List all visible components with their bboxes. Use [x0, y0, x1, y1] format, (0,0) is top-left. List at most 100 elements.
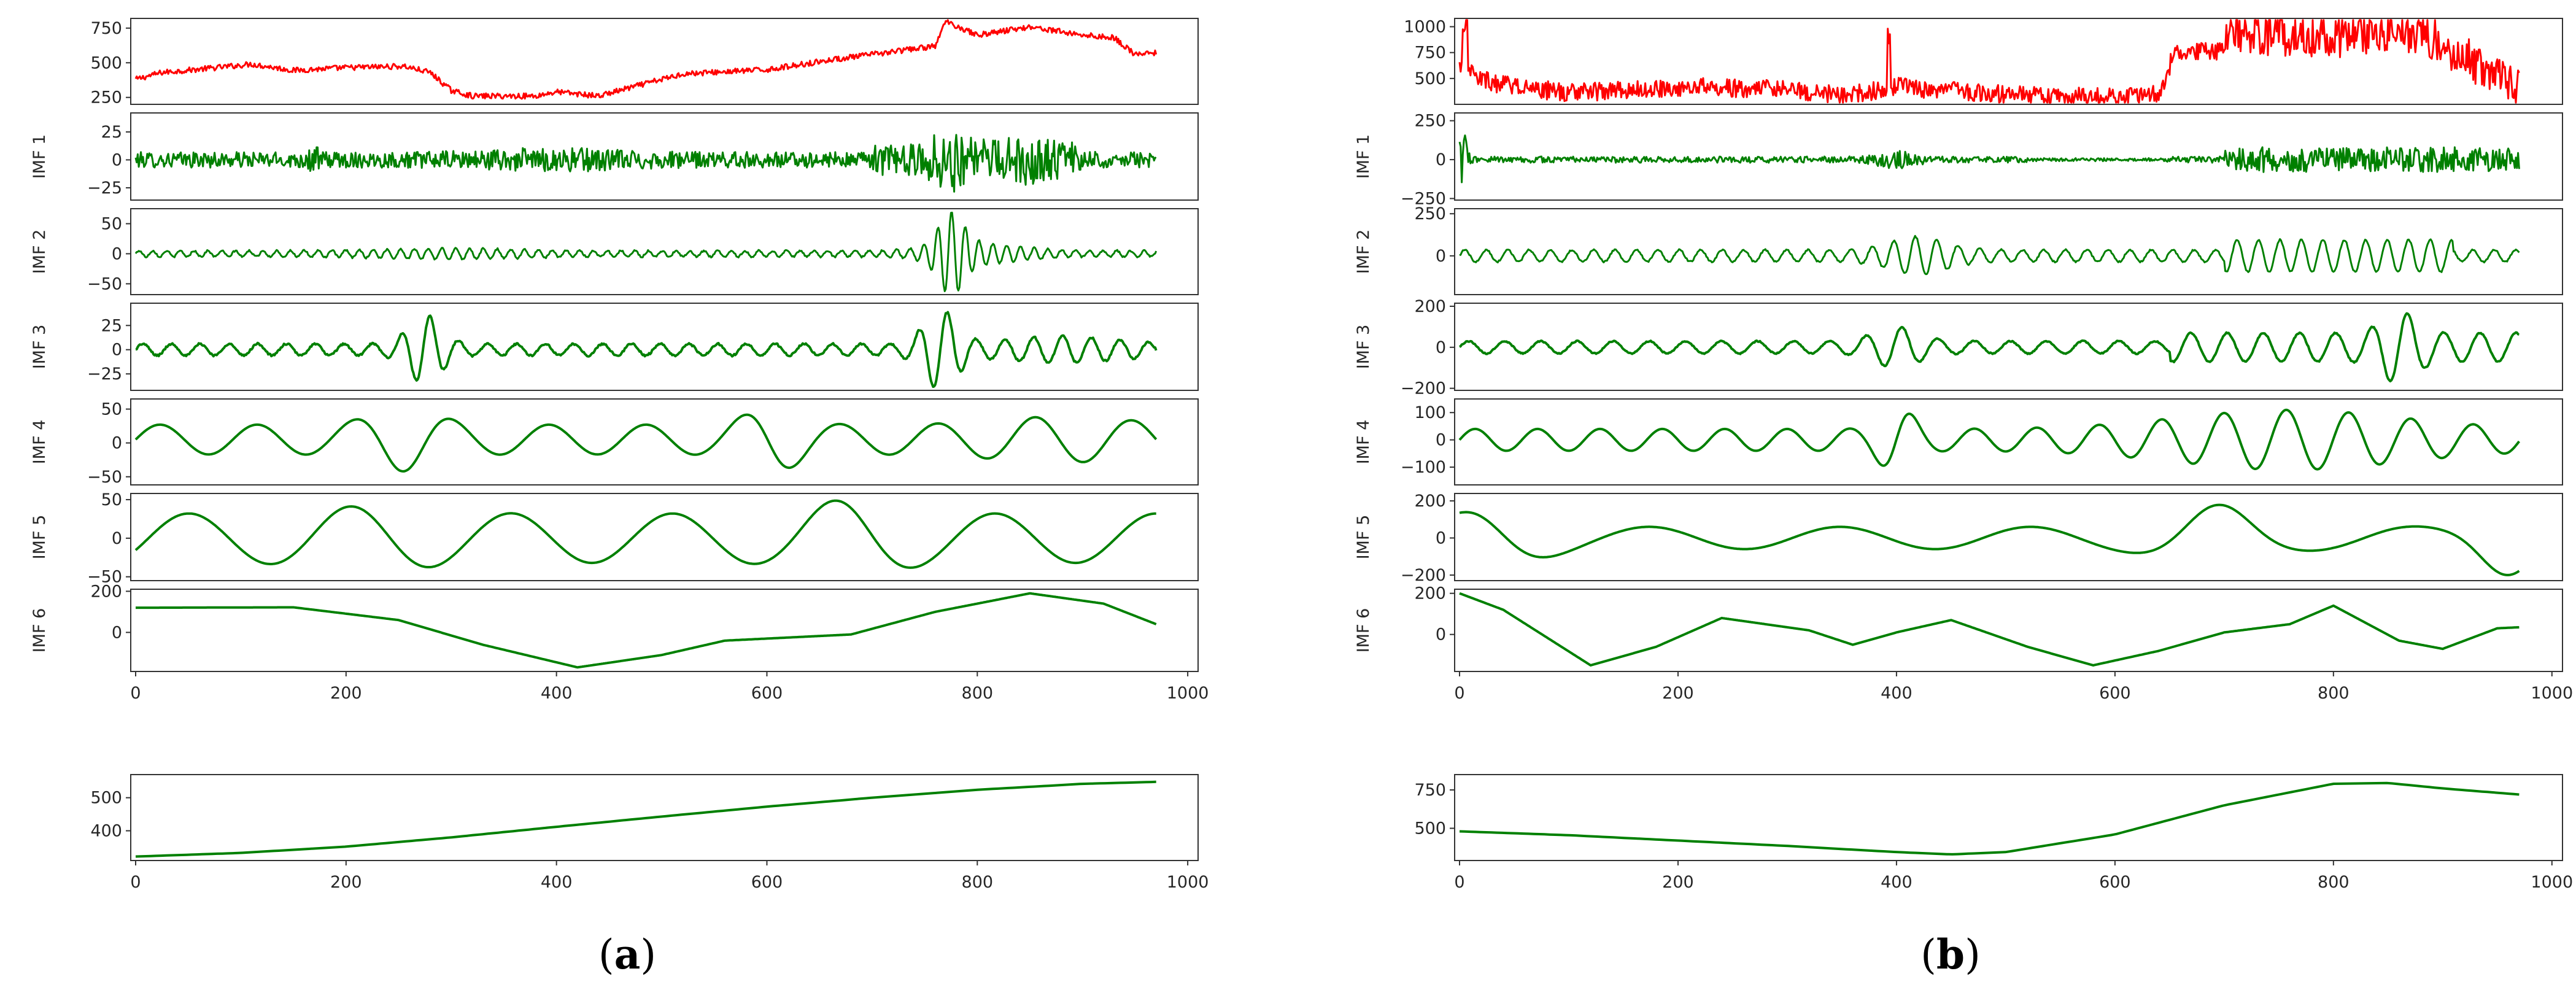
axes-frame	[130, 774, 1199, 861]
y-tick-label: 0	[1436, 150, 1446, 169]
imf-series-line	[1459, 312, 2520, 382]
y-tick-label: −25	[87, 365, 122, 384]
imf-series-line	[1458, 408, 2520, 471]
y-axis-label: IMF 3	[1354, 325, 1373, 369]
imf-series-line	[1458, 134, 2520, 184]
y-tick-label: 750	[1414, 44, 1446, 63]
y-tick-label: 0	[112, 623, 122, 642]
caption-a: (a)	[598, 930, 656, 978]
x-tick-label: 600	[2099, 873, 2131, 892]
y-tick-label: 0	[112, 434, 122, 453]
y-axis-label: IMF 2	[30, 230, 49, 274]
axes-frame	[130, 208, 1199, 295]
y-tick-label: 200	[1414, 584, 1446, 603]
x-tick-label: 400	[1881, 873, 1913, 892]
x-tick-label: 200	[330, 684, 362, 703]
y-tick-label: 250	[1414, 204, 1446, 223]
panel-residual: 500 750 0 200 400 600 800 1000	[1414, 774, 2573, 892]
axes-frame	[1454, 493, 2563, 581]
y-axis-label: IMF 6	[30, 608, 49, 653]
y-axis-label: IMF 5	[1354, 515, 1373, 560]
y-axis-label: IMF 6	[1354, 608, 1373, 653]
y-axis-label: IMF 2	[1354, 230, 1373, 274]
y-tick-label: 400	[90, 822, 122, 841]
axes-frame	[1454, 112, 2563, 201]
x-tick-label: 400	[541, 873, 573, 892]
y-tick-label: 25	[101, 316, 122, 335]
y-tick-label: −250	[1401, 189, 1446, 208]
y-tick-label: 0	[112, 341, 122, 360]
axes-frame	[130, 398, 1199, 485]
x-tick-label: 400	[541, 684, 573, 703]
caption-b: (b)	[1920, 930, 1981, 978]
x-tick-label: 800	[962, 873, 994, 892]
y-tick-label: 500	[1414, 69, 1446, 88]
x-tick-label: 0	[1454, 873, 1464, 892]
panel-imf-6: 0 200 IMF 6 0 200 400 600 800 1000	[30, 582, 1209, 703]
axes-frame	[1454, 18, 2563, 105]
imf-series-line	[134, 413, 1158, 473]
y-tick-label: 200	[90, 582, 122, 601]
y-axis-label: IMF 1	[1354, 134, 1373, 179]
y-tick-label: −25	[87, 179, 122, 198]
y-tick-label: −200	[1401, 566, 1446, 585]
panel-signal: 250 500 750	[90, 18, 1199, 107]
y-tick-label: 0	[1436, 625, 1446, 644]
x-tick-label: 600	[2099, 684, 2131, 703]
imf-series-line	[135, 592, 1157, 669]
x-tick-label: 800	[2318, 873, 2350, 892]
x-tick-label: 1000	[2531, 684, 2573, 703]
axes-frame	[1454, 589, 2563, 672]
panel-imf-2: −50 0 50 IMF 2	[30, 208, 1199, 295]
x-tick-label: 1000	[1167, 873, 1209, 892]
imf-series-line	[1459, 234, 2520, 276]
axes-frame	[1454, 208, 2563, 295]
imf-series-line	[134, 499, 1156, 569]
signal-series-line	[1458, 19, 2520, 104]
residual-series-line	[135, 780, 1156, 858]
y-tick-label: 250	[90, 88, 122, 107]
y-tick-label: 50	[101, 400, 122, 419]
y-axis-label: IMF 1	[30, 134, 49, 179]
x-tick-label: 600	[751, 684, 783, 703]
x-tick-label: 800	[2318, 684, 2350, 703]
y-tick-label: 1000	[1404, 17, 1446, 36]
y-axis-label: IMF 5	[30, 515, 49, 560]
panel-signal: 500 750 1000	[1404, 17, 2563, 105]
panel-imf-4: −100 0 100 IMF 4	[1354, 398, 2563, 485]
x-tick-label: 1000	[1167, 684, 1209, 703]
y-tick-label: −50	[87, 568, 122, 587]
y-tick-label: 100	[1414, 403, 1446, 422]
axes-frame	[130, 589, 1199, 672]
y-tick-label: 750	[1414, 781, 1446, 800]
panel-imf-5: −50 0 50 IMF 5	[30, 490, 1199, 587]
axes-frame	[1454, 398, 2563, 485]
imf-series-line	[135, 311, 1158, 389]
panel-imf-5: −200 0 200 IMF 5	[1354, 492, 2563, 585]
panel-imf-2: 0 250 IMF 2	[1354, 204, 2563, 295]
y-tick-label: −200	[1401, 379, 1446, 398]
panel-residual: 400 500 0 200 400 600 800 1000	[90, 774, 1209, 892]
y-axis-label: IMF 3	[30, 325, 49, 369]
y-tick-label: −50	[87, 468, 122, 487]
imf-series-line	[1459, 503, 2520, 576]
y-tick-label: 500	[1414, 819, 1446, 838]
axes-frame	[130, 493, 1199, 581]
y-tick-label: 0	[1436, 338, 1446, 357]
residual-series-line	[1459, 781, 2520, 856]
x-tick-label: 0	[130, 684, 141, 703]
panel-imf-1: −250 0 250 IMF 1	[1354, 112, 2563, 208]
x-tick-label: 0	[130, 873, 141, 892]
y-tick-label: 250	[1414, 112, 1446, 131]
panel-imf-4: −50 0 50 IMF 4	[30, 398, 1199, 487]
x-tick-label: 200	[330, 873, 362, 892]
panel-imf-6: 0 200 IMF 6 0 200 400 600 800 1000	[1354, 584, 2573, 703]
y-tick-label: 0	[112, 244, 122, 263]
y-tick-label: 500	[90, 789, 122, 808]
y-tick-label: 0	[1436, 247, 1446, 266]
x-tick-label: 1000	[2531, 873, 2573, 892]
y-tick-label: 200	[1414, 492, 1446, 511]
panel-imf-3: −200 0 200 IMF 3	[1354, 297, 2563, 398]
y-tick-label: 25	[101, 123, 122, 142]
